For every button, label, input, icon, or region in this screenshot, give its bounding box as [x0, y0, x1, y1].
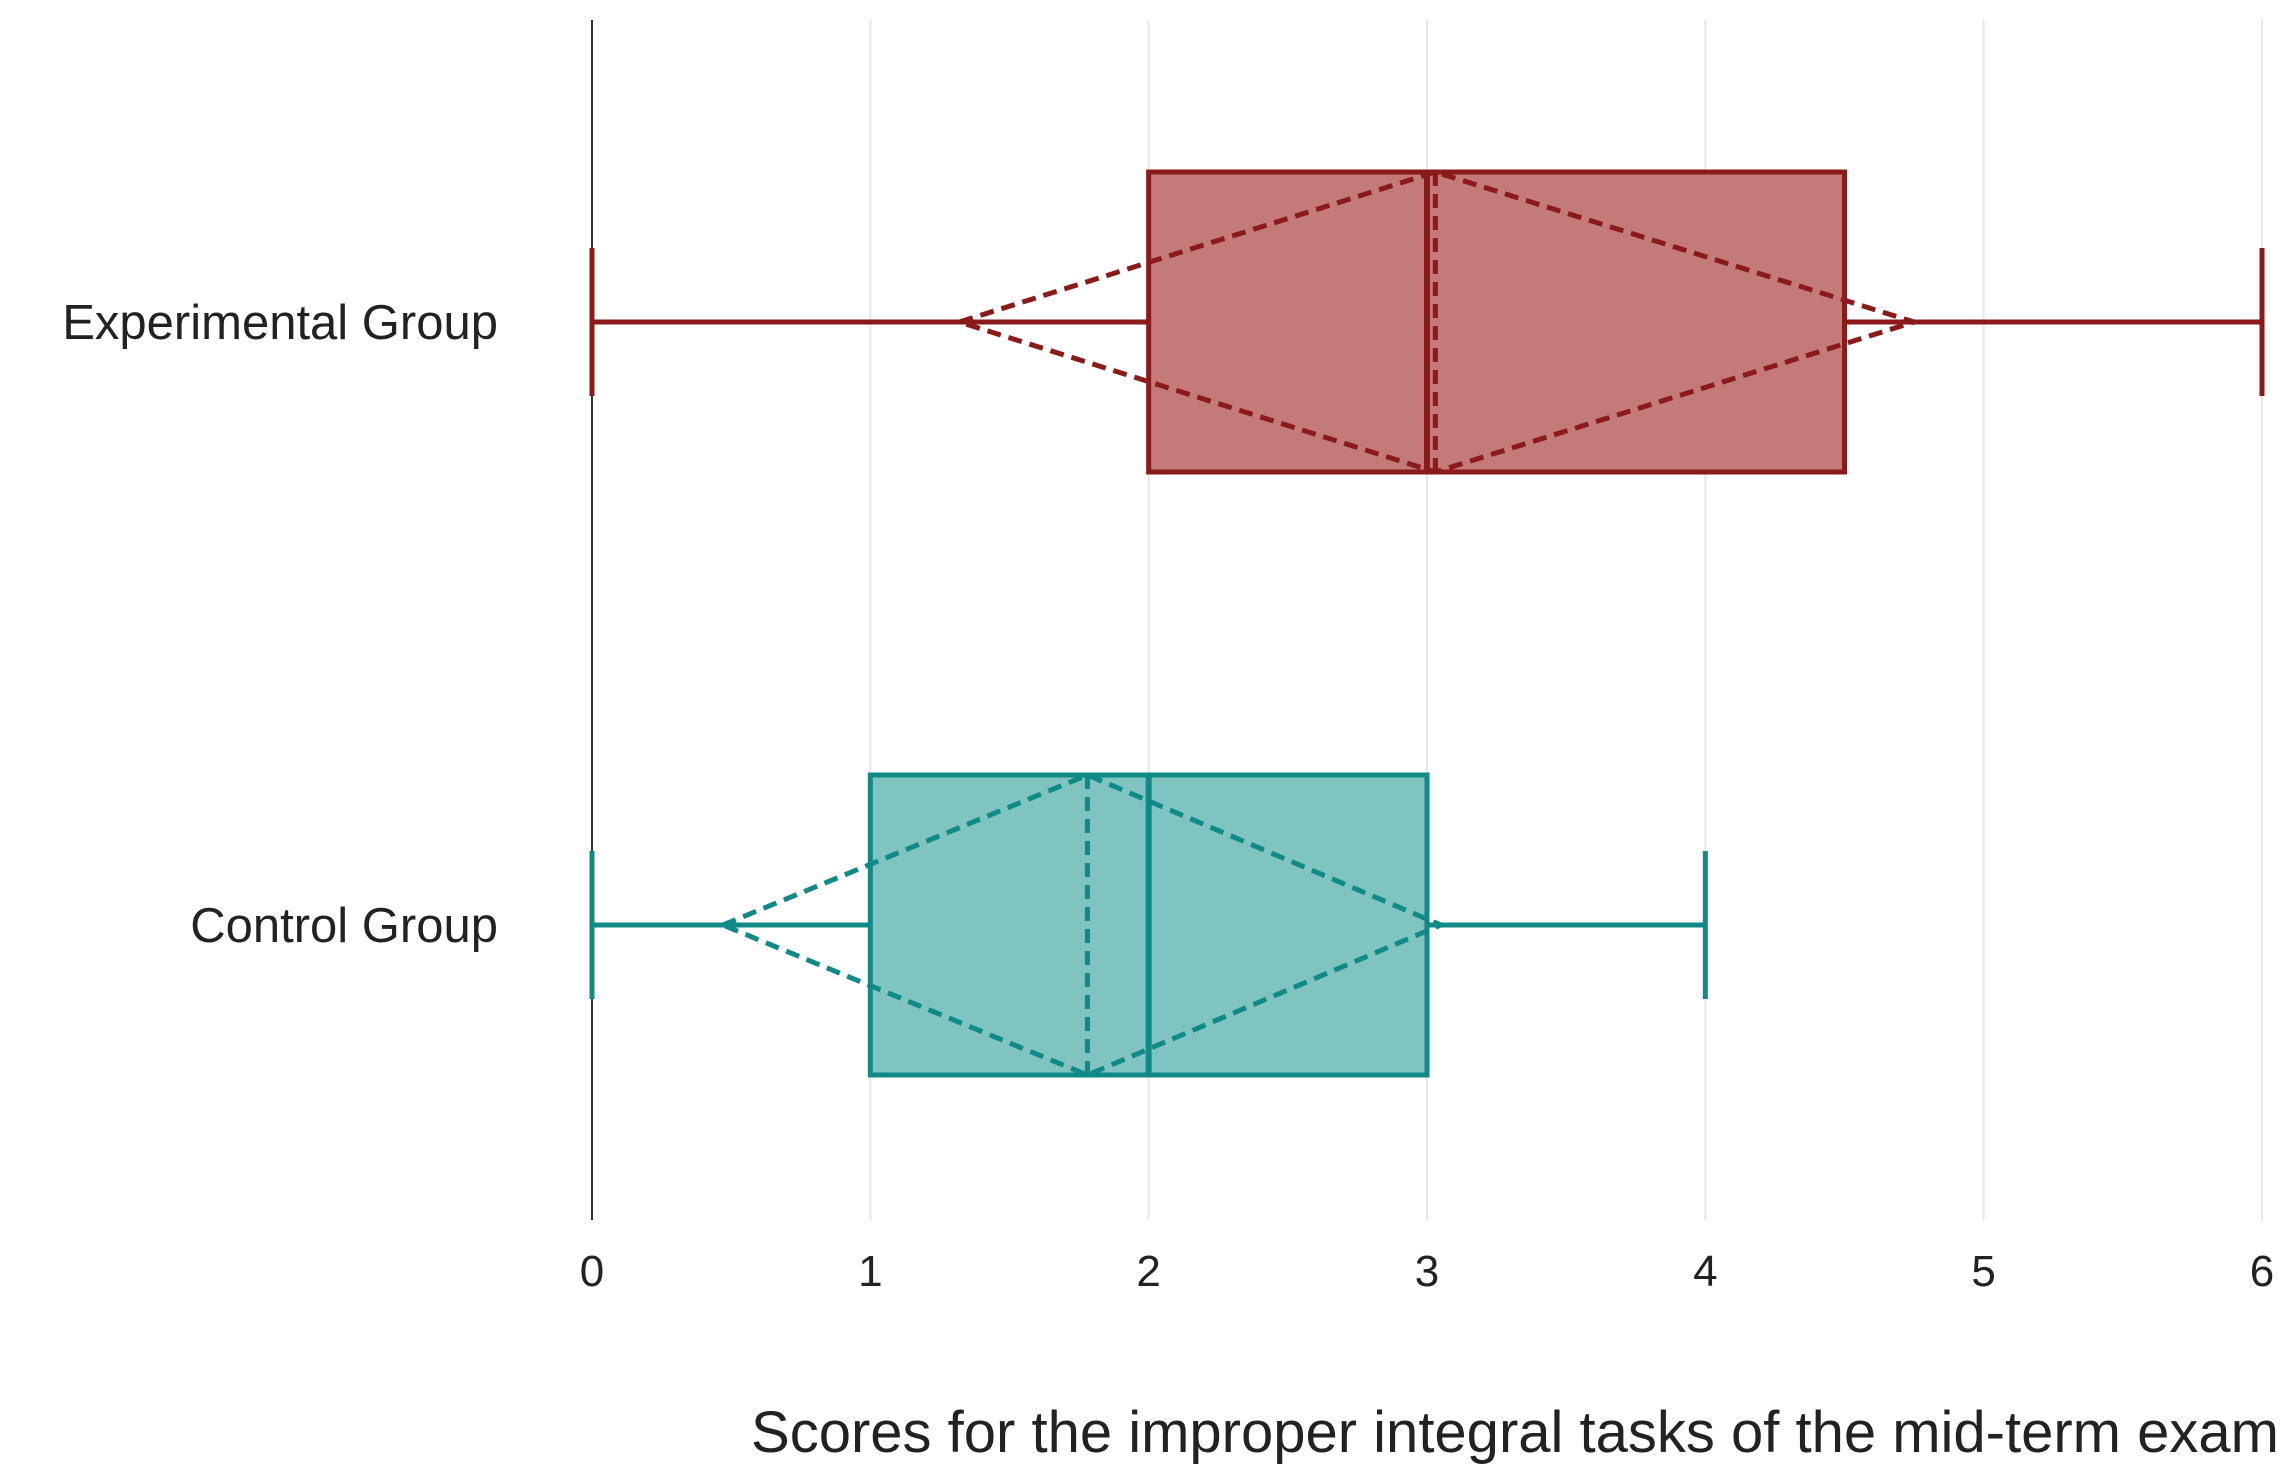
box-group-1 [589, 772, 1708, 1078]
x-axis-title: Scores for the improper integral tasks o… [751, 1400, 2279, 1465]
mean-diamond [951, 169, 1923, 475]
iqr-box [1146, 169, 1847, 475]
group-label-1: Control Group [190, 899, 498, 953]
box-series [589, 169, 2265, 1078]
x-tick-label-1: 1 [858, 1247, 882, 1296]
group-labels: Experimental Group Control Group [62, 296, 498, 953]
x-tick-label-0: 0 [580, 1247, 604, 1296]
x-tick-label-5: 5 [1971, 1247, 1995, 1296]
box-group-0 [589, 169, 2265, 475]
x-axis-tick-labels: 0 1 2 3 4 5 6 [580, 1247, 2274, 1296]
mean-diamond [716, 772, 1448, 1078]
x-tick-label-2: 2 [1136, 1247, 1160, 1296]
x-tick-label-6: 6 [2250, 1247, 2274, 1296]
x-tick-label-4: 4 [1693, 1247, 1717, 1296]
group-label-0: Experimental Group [62, 296, 498, 350]
x-tick-label-3: 3 [1415, 1247, 1439, 1296]
